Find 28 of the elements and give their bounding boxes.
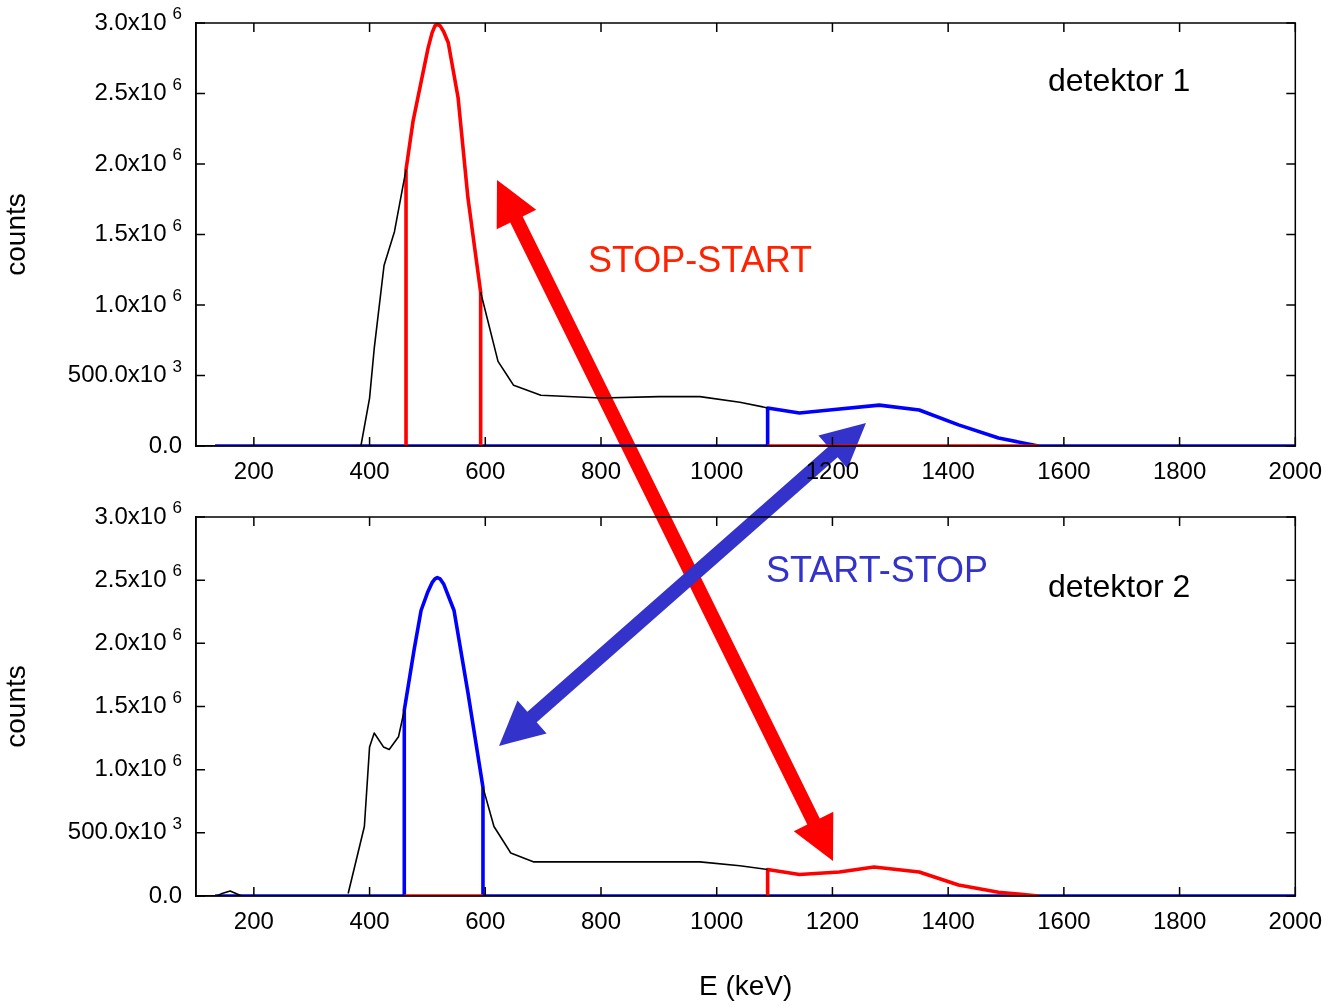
x-tick-label: 800 bbox=[580, 907, 622, 935]
x-tick-label: 400 bbox=[349, 457, 390, 485]
x-tick-label: 1400 bbox=[921, 907, 975, 935]
x-tick-label: 200 bbox=[233, 457, 274, 485]
x-tick-label: 1800 bbox=[1152, 457, 1207, 485]
x-tick-label: 600 bbox=[465, 457, 506, 485]
x-tick-label: 1000 bbox=[690, 457, 744, 485]
y-tick-label: 0.0 bbox=[148, 880, 183, 908]
y-tick-label: 0.0 bbox=[148, 430, 183, 458]
x-axis-title: E (keV) bbox=[698, 969, 793, 1001]
x-tick-label: 1400 bbox=[921, 457, 975, 485]
x-tick-label: 1800 bbox=[1152, 907, 1207, 935]
x-tick-label: 800 bbox=[580, 457, 622, 485]
annotation: detektor 1 bbox=[1048, 61, 1191, 98]
x-tick-label: 400 bbox=[349, 907, 390, 935]
x-tick-label: 1000 bbox=[690, 907, 744, 935]
y-axis-title: counts bbox=[0, 193, 31, 276]
x-tick-label: 2000 bbox=[1268, 457, 1322, 485]
x-tick-label: 1600 bbox=[1037, 907, 1091, 935]
annotation: STOP-START bbox=[588, 238, 813, 280]
x-tick-label: 1600 bbox=[1037, 457, 1091, 485]
x-tick-label: 600 bbox=[465, 907, 506, 935]
x-tick-label: 2000 bbox=[1268, 907, 1322, 935]
y-axis-title: counts bbox=[0, 665, 31, 748]
annotation: detektor 2 bbox=[1048, 567, 1191, 604]
x-tick-label: 200 bbox=[233, 907, 274, 935]
x-tick-label: 1200 bbox=[805, 907, 860, 935]
annotation: START-STOP bbox=[766, 548, 989, 590]
